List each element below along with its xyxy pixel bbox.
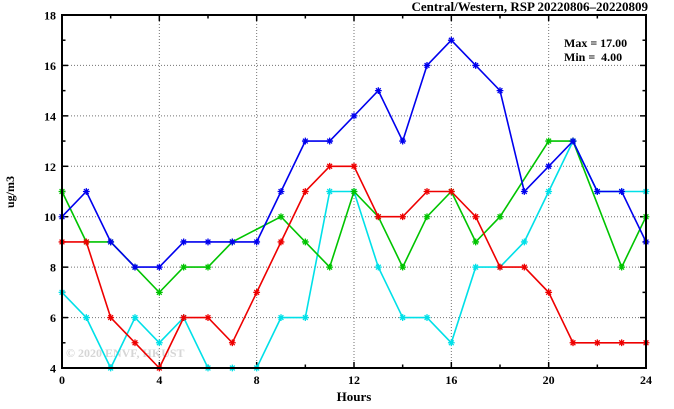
series-green-marker: [350, 188, 358, 195]
series-blue-marker: [618, 188, 626, 195]
series-cyan-marker: [472, 263, 480, 271]
series-cyan-marker: [520, 238, 528, 246]
series-blue-marker: [545, 162, 553, 170]
series-green-marker: [423, 213, 431, 221]
y-tick-label: 10: [44, 210, 56, 224]
series-cyan-marker: [423, 314, 431, 321]
y-tick-label: 12: [44, 160, 56, 174]
series-red-marker: [82, 238, 90, 246]
x-tick-label: 12: [348, 373, 360, 387]
series-blue-marker: [399, 137, 407, 145]
series-red-marker: [593, 339, 601, 347]
series-cyan-marker: [374, 263, 382, 271]
series-green-marker: [618, 263, 626, 271]
series-blue-marker: [350, 112, 358, 120]
series-red-marker: [520, 263, 528, 271]
series-blue-marker: [155, 263, 163, 271]
series-cyan-marker: [155, 339, 163, 347]
series-blue-marker: [520, 188, 528, 195]
series-red-marker: [447, 188, 455, 195]
series-red-marker: [253, 288, 261, 296]
series-blue-marker: [569, 137, 577, 145]
series-red-marker: [180, 314, 188, 321]
x-tick-label: 0: [59, 373, 65, 387]
x-tick-label: 16: [445, 373, 457, 387]
series-blue-marker: [107, 238, 115, 246]
series-green-marker: [399, 263, 407, 271]
series-blue-marker: [228, 238, 236, 246]
series-blue-marker: [472, 62, 480, 69]
series-red-marker: [107, 314, 115, 321]
series-red-marker: [204, 314, 212, 321]
watermark: © 2020 ENVF, HKUST: [66, 346, 185, 360]
series-red-marker: [228, 339, 236, 347]
series-red-marker: [131, 339, 139, 347]
series-blue-marker: [180, 238, 188, 246]
series-cyan-marker: [301, 314, 309, 321]
series-cyan-marker: [277, 314, 285, 321]
x-axis-label: Hours: [337, 389, 372, 404]
series-red-marker: [423, 188, 431, 195]
y-tick-label: 4: [50, 362, 56, 376]
series-cyan-marker: [545, 188, 553, 195]
series-red-marker: [350, 162, 358, 170]
y-tick-label: 6: [50, 311, 56, 325]
series-blue-marker: [423, 62, 431, 69]
y-tick-label: 18: [44, 9, 56, 23]
series-green-marker: [472, 238, 480, 246]
chart-title: Central/Western, RSP 20220806–20220809: [411, 0, 648, 14]
x-tick-label: 8: [254, 373, 260, 387]
series-red-marker: [374, 213, 382, 221]
series-blue-marker: [374, 87, 382, 95]
series-green-marker: [155, 288, 163, 296]
series-red-marker: [399, 213, 407, 221]
annotation-min: Min = 4.00: [564, 50, 622, 64]
series-cyan-marker: [399, 314, 407, 321]
series-green-marker: [326, 263, 334, 271]
series-red-marker: [496, 263, 504, 271]
annotation-max: Max = 17.00: [564, 36, 627, 50]
series-cyan-marker: [82, 314, 90, 321]
x-tick-label: 24: [640, 373, 652, 387]
series-cyan-marker: [447, 339, 455, 347]
series-blue-marker: [593, 188, 601, 195]
x-tick-label: 20: [543, 373, 555, 387]
series-blue-marker: [277, 188, 285, 195]
series-cyan-marker: [131, 314, 139, 321]
plot-border: [61, 14, 647, 369]
series-green-marker: [545, 137, 553, 145]
series-green-line: [61, 140, 647, 294]
series-blue-marker: [301, 137, 309, 145]
series-red-marker: [472, 213, 480, 221]
series-blue-marker: [204, 238, 212, 246]
series-red-marker: [569, 339, 577, 347]
y-tick-label: 14: [44, 109, 56, 123]
series-blue-marker: [326, 137, 334, 145]
series-green-marker: [180, 263, 188, 271]
series-blue-marker: [496, 87, 504, 95]
x-tick-label: 4: [156, 373, 162, 387]
y-tick-label: 16: [44, 59, 56, 73]
y-axis-label: ug/m3: [3, 176, 17, 208]
series-red-marker: [545, 288, 553, 296]
series-blue-marker: [253, 238, 261, 246]
series-cyan-marker: [326, 188, 334, 195]
series-blue-marker: [131, 263, 139, 271]
series-green-marker: [277, 213, 285, 221]
y-tick-label: 8: [50, 261, 56, 275]
series-red-marker: [618, 339, 626, 347]
series-green-marker: [204, 263, 212, 271]
series-red-marker: [326, 162, 334, 170]
series-green-marker: [496, 213, 504, 221]
series-green-marker: [301, 238, 309, 246]
series-red-marker: [277, 238, 285, 246]
series-blue-marker: [447, 36, 455, 44]
series-red-marker: [301, 188, 309, 195]
series-blue-marker: [82, 188, 90, 195]
